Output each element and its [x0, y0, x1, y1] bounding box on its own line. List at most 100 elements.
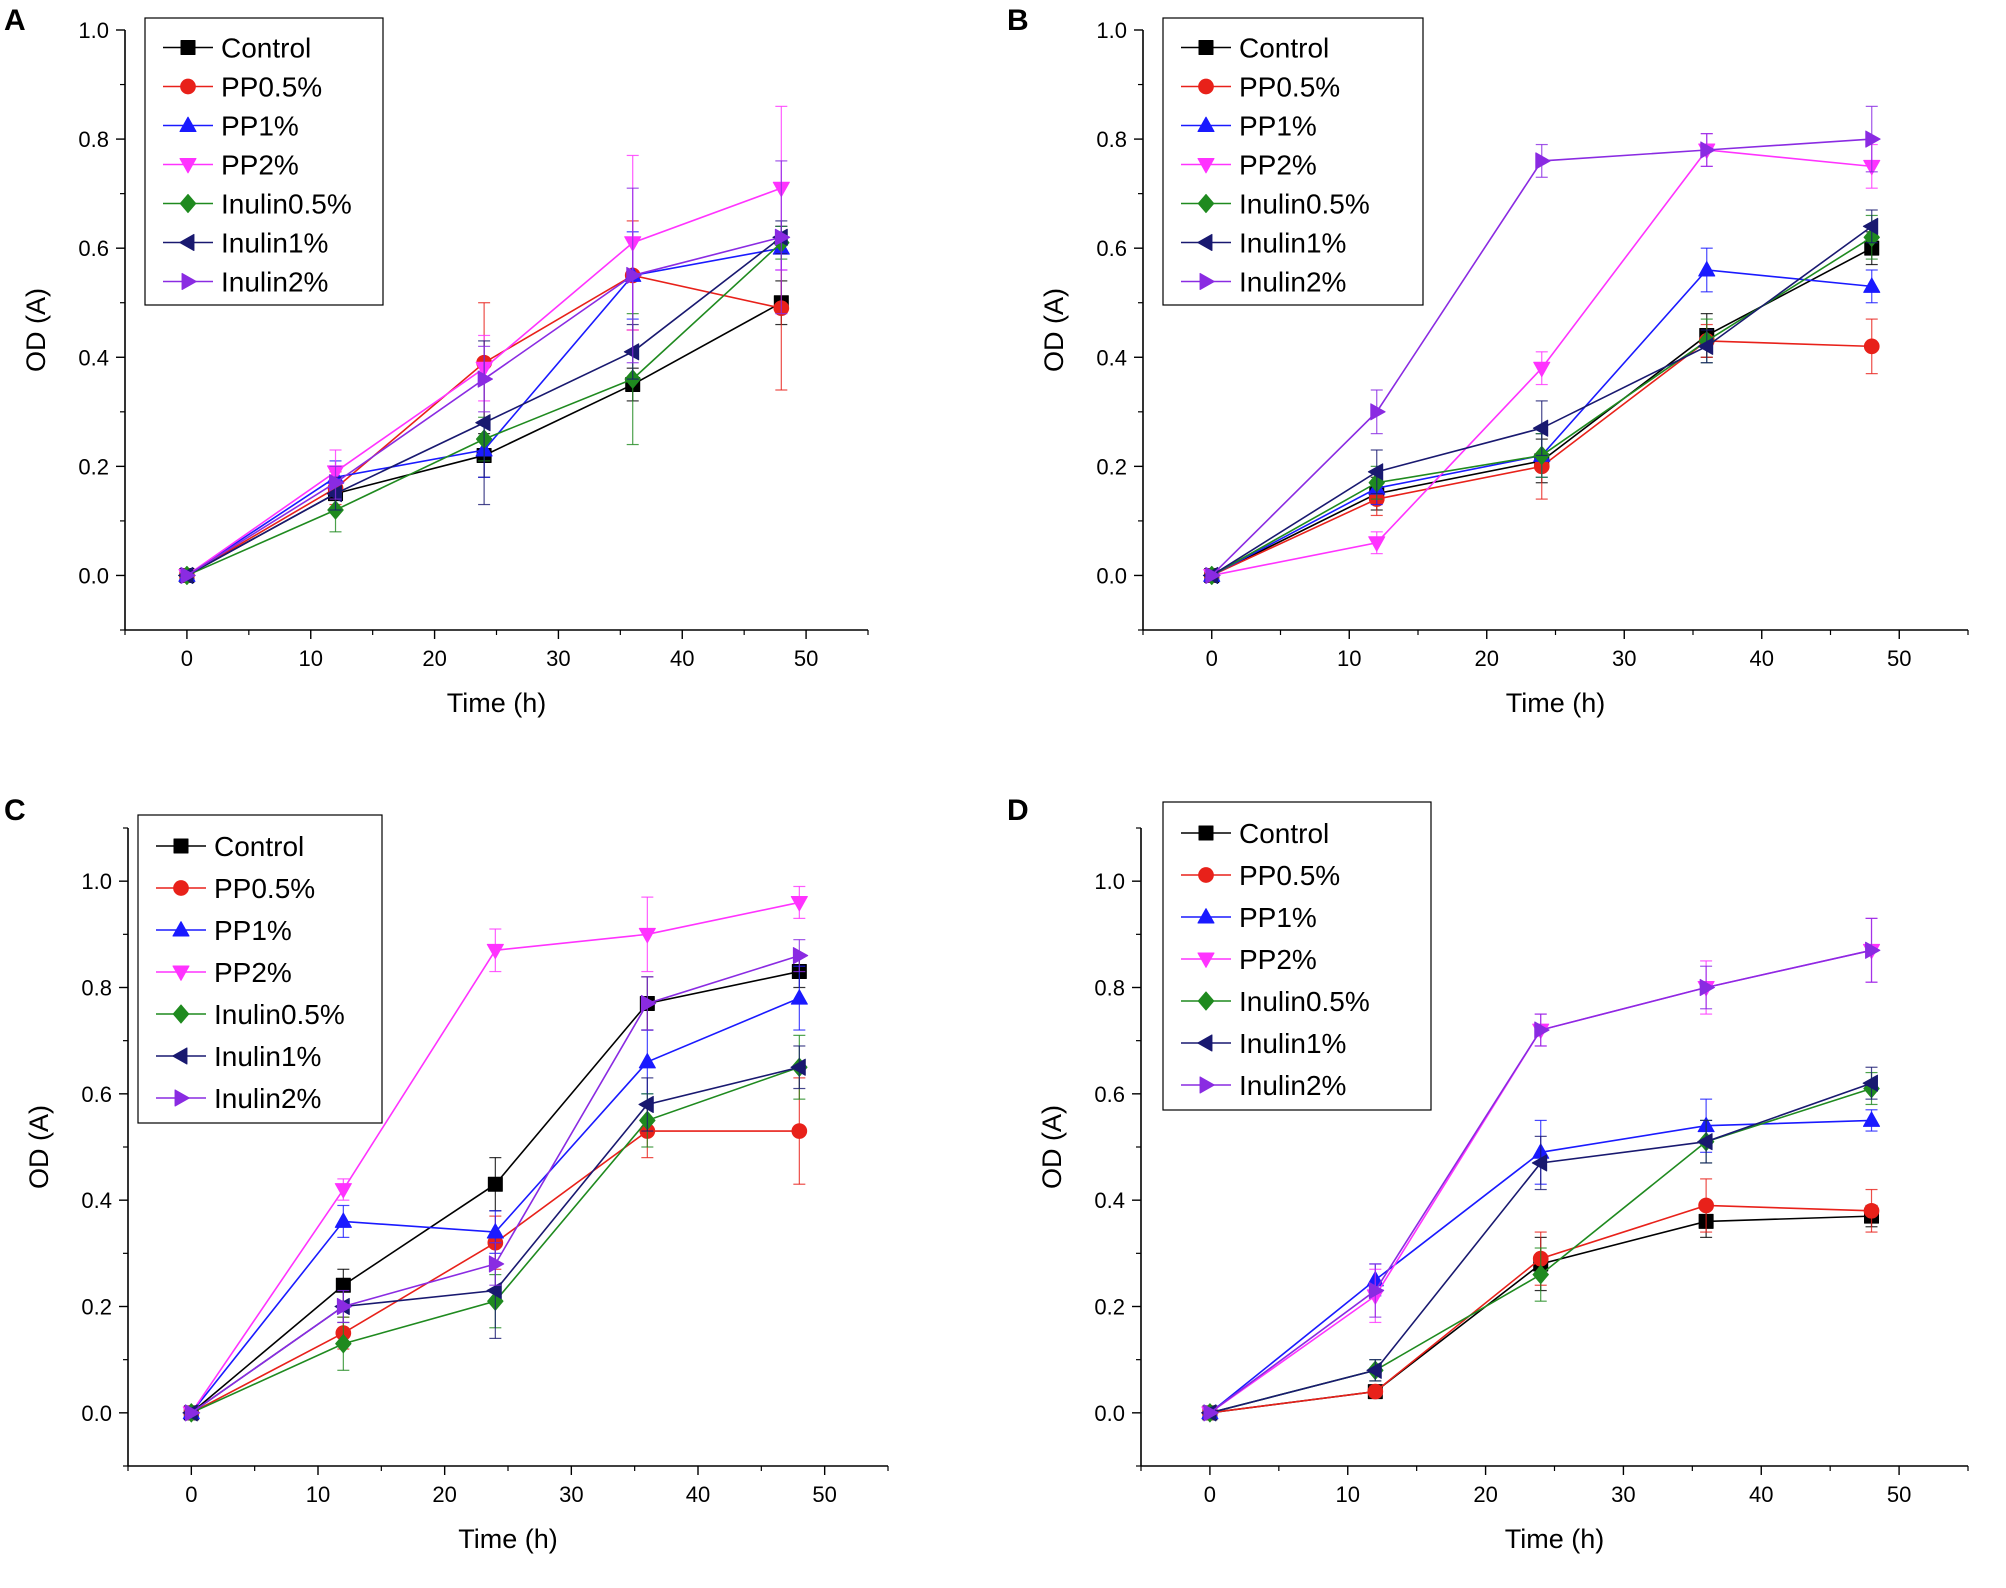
series-inulin1-	[1201, 1066, 1878, 1422]
data-point	[1865, 941, 1881, 959]
legend-marker	[179, 233, 195, 252]
data-point	[336, 1297, 353, 1316]
legend-label: PP2%	[1239, 150, 1317, 181]
data-point	[1531, 1154, 1548, 1172]
data-point	[487, 1176, 503, 1192]
x-tick-label: 30	[559, 1482, 583, 1507]
data-point	[486, 943, 504, 960]
y-axis-label: OD (A)	[21, 288, 51, 372]
y-axis-label: OD (A)	[1039, 288, 1069, 372]
legend-marker	[1198, 867, 1214, 883]
data-point	[335, 1334, 352, 1354]
legend-label: Inulin0.5%	[1239, 189, 1370, 220]
legend-item: Inulin1%	[156, 1041, 321, 1072]
legend-marker	[173, 838, 189, 854]
legend-item: PP2%	[156, 957, 292, 988]
legend-marker	[172, 1047, 188, 1065]
panel-letter: C	[4, 794, 26, 827]
legend-marker	[1199, 272, 1215, 291]
y-axis-label: OD (A)	[1037, 1105, 1067, 1189]
panel-d: 0.0 0.2 0.4 0.6 0.8 1.0 0 10 20 30 40 50 Time (h) OD …	[1003, 790, 2006, 1588]
data-point	[180, 566, 196, 585]
data-point	[1532, 419, 1549, 437]
legend-label: Inulin2%	[221, 267, 328, 298]
x-tick-label: 0	[1204, 1482, 1216, 1507]
y-tick-label: 0.6	[1094, 1082, 1125, 1107]
data-point	[1368, 1282, 1385, 1300]
series-inulin2-	[1205, 105, 1881, 585]
data-point	[1532, 1265, 1549, 1285]
legend-label: PP2%	[214, 957, 292, 988]
series-pp2-	[182, 885, 808, 1422]
panel-letter: B	[1007, 4, 1029, 37]
legend-marker	[1197, 952, 1215, 968]
legend-label: Inulin2%	[1239, 267, 1346, 298]
x-tick-label: 40	[1749, 1482, 1773, 1507]
chart-d: 0.0 0.2 0.4 0.6 0.8 1.0 0 10 20 30 40 50 Time (h) OD …	[1037, 801, 1969, 1554]
legend-marker	[179, 193, 197, 214]
legend-item: Control	[163, 33, 311, 64]
data-point	[1863, 1202, 1880, 1219]
legend-label: PP1%	[214, 915, 292, 946]
legend-item: Inulin1%	[1181, 228, 1346, 259]
data-point	[790, 989, 808, 1005]
x-tick-label: 30	[1612, 646, 1636, 671]
data-point	[334, 1212, 352, 1228]
data-point	[1366, 1361, 1382, 1379]
y-tick-label: 1.0	[78, 18, 109, 43]
x-tick-label: 40	[670, 646, 694, 671]
panel-letter: D	[1007, 794, 1029, 827]
legend-marker	[181, 272, 197, 291]
data-point	[1862, 1111, 1881, 1127]
data-point	[792, 947, 809, 965]
axes: 0.0 0.2 0.4 0.6 0.8 1.0 0 10 20 30 40 50	[1094, 827, 1969, 1507]
legend-marker	[179, 158, 197, 174]
chart-a: 0.0 0.2 0.4 0.6 0.8 1.0 0 10 20 30 40 50 Time (h) OD …	[21, 17, 869, 718]
data-point	[1535, 152, 1551, 170]
x-tick-label: 0	[181, 646, 193, 671]
x-tick-label: 10	[306, 1482, 330, 1507]
data-point	[1367, 463, 1384, 481]
y-tick-label: 0.6	[78, 236, 109, 261]
data-point	[334, 1183, 352, 1199]
x-tick-label: 10	[1336, 1482, 1360, 1507]
legend-item: PP1%	[156, 915, 292, 946]
data-point	[791, 1123, 808, 1139]
legend-label: Inulin0.5%	[221, 189, 352, 220]
data-point	[623, 343, 640, 361]
legend-marker	[1197, 1034, 1213, 1052]
legend: Control PP0.5% PP1% PP2% Inulin0.5% Inulin1% I…	[137, 814, 383, 1124]
legend-label: Control	[221, 33, 311, 64]
legend-item: Inulin2%	[156, 1083, 321, 1114]
legend-marker	[1197, 158, 1215, 174]
legend-marker	[1198, 825, 1214, 841]
data-point	[1367, 1383, 1384, 1400]
series-inulin2-	[180, 160, 791, 585]
data-point	[1203, 1404, 1219, 1422]
legend-item: PP2%	[163, 150, 299, 181]
legend-item: Inulin2%	[1181, 267, 1346, 298]
data-point	[1533, 361, 1551, 378]
x-axis-label: Time (h)	[458, 1524, 558, 1554]
legend-marker	[1197, 116, 1215, 132]
data-point	[486, 1223, 504, 1239]
y-tick-label: 0.4	[1096, 345, 1127, 370]
x-tick-label: 0	[1206, 646, 1218, 671]
axes: 0.0 0.2 0.4 0.6 0.8 1.0 0 10 20 30 40 50	[78, 18, 869, 671]
legend-marker	[1197, 193, 1215, 214]
data-point	[1368, 536, 1386, 552]
x-tick-label: 10	[1337, 646, 1361, 671]
panel-b: 0.0 0.2 0.4 0.6 0.8 1.0 0 10 20 30 40 50 Time (h) OD …	[1003, 0, 2006, 780]
legend: Control PP0.5% PP1% PP2% Inulin0.5% Inulin1% I…	[1162, 17, 1424, 306]
y-tick-label: 1.0	[1096, 18, 1127, 43]
y-tick-label: 0.2	[78, 454, 109, 479]
data-point	[790, 895, 808, 912]
data-point	[1700, 141, 1716, 159]
x-tick-label: 20	[1475, 646, 1499, 671]
data-point	[1698, 261, 1716, 277]
legend-marker	[1197, 991, 1215, 1011]
legend-label: PP1%	[1239, 902, 1317, 933]
axes: 0.0 0.2 0.4 0.6 0.8 1.0 0 10 20 30 40 50	[1096, 18, 1969, 671]
legend-item: Inulin0.5%	[156, 999, 345, 1030]
legend-label: Inulin1%	[214, 1041, 321, 1072]
